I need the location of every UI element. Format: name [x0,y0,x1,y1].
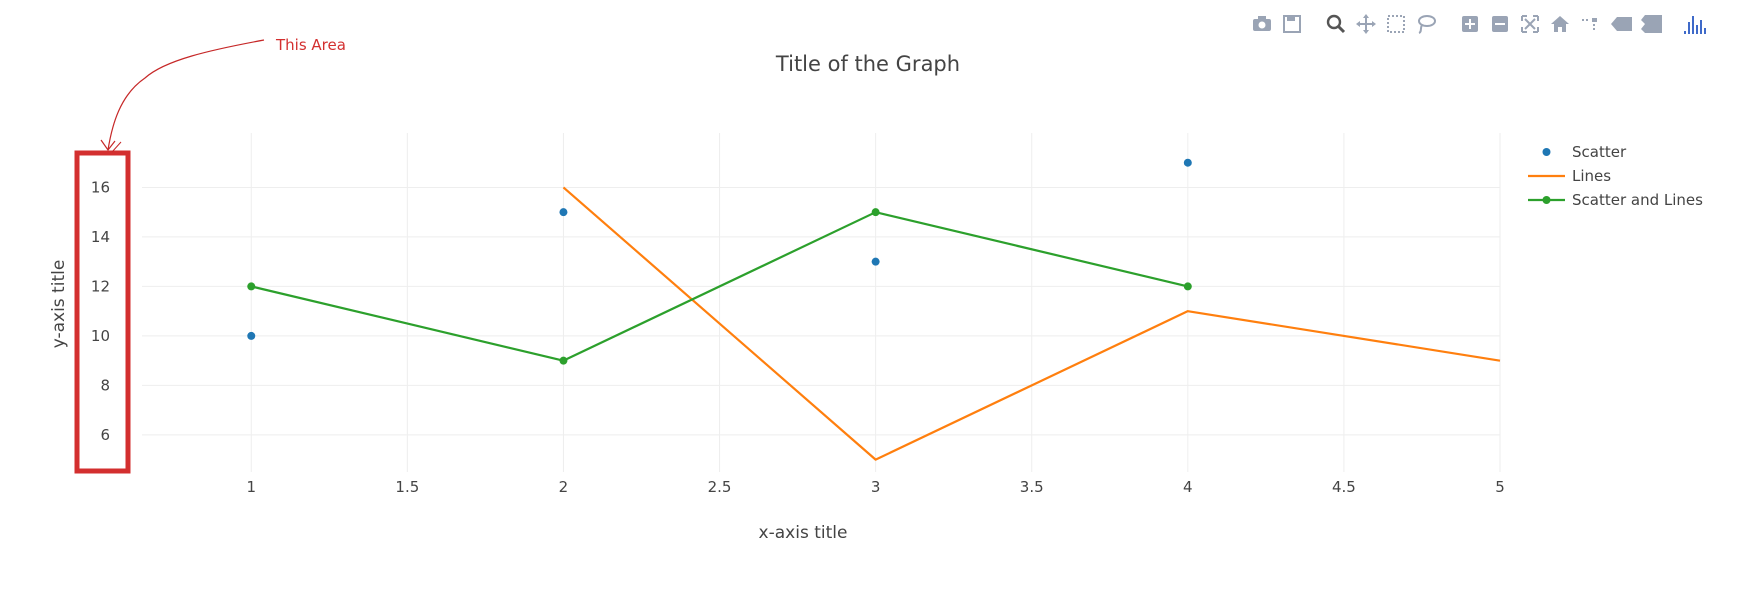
legend-item[interactable]: Lines [1528,167,1611,185]
zoom-in-icon[interactable] [1458,12,1482,36]
y-tick-label: 8 [100,376,110,394]
legend-item[interactable]: Scatter [1542,143,1627,161]
series-lines [562,186,1501,461]
x-tick-label: 1.5 [395,478,419,496]
x-axis-title: x-axis title [759,523,848,543]
annotation-tick [111,141,122,153]
plot-area [247,158,1501,461]
y-tick-label: 16 [91,178,110,196]
y-axis-ticks: 6 8 10 12 14 16 [91,178,110,443]
x-tick-label: 4.5 [1332,478,1356,496]
x-tick-label: 3.5 [1020,478,1044,496]
y-tick-label: 6 [100,426,110,444]
zoom-icon[interactable] [1324,12,1348,36]
legend-label: Lines [1572,167,1611,185]
y-axis-title: y-axis title [49,260,69,349]
x-tick-label: 4 [1183,478,1193,496]
legend-item[interactable]: Scatter and Lines [1528,191,1703,209]
plotly-logo-icon[interactable] [1682,12,1706,36]
grid-lines [142,133,1501,472]
y-tick-label: 10 [91,327,110,345]
data-point[interactable] [1183,282,1192,291]
autoscale-icon[interactable] [1518,12,1542,36]
x-tick-label: 1 [246,478,256,496]
data-point[interactable] [871,257,880,266]
legend: Scatter Lines Scatter and Lines [1528,143,1703,209]
x-axis-ticks: 1 1.5 2 2.5 3 3.5 4 4.5 5 [246,478,1504,496]
save-icon[interactable] [1280,12,1304,36]
series-scatter [247,158,1192,340]
data-point[interactable] [1183,158,1192,167]
home-icon[interactable] [1548,12,1572,36]
pan-icon[interactable] [1354,12,1378,36]
x-tick-label: 3 [871,478,881,496]
data-point[interactable] [247,282,256,291]
series-line [251,211,1189,362]
hover-compare-icon[interactable] [1638,12,1662,36]
legend-label: Scatter [1572,143,1627,161]
y-tick-label: 12 [91,277,110,295]
data-point[interactable] [559,356,568,365]
highlight-box [74,150,131,474]
y-tick-label: 14 [91,228,110,246]
annotation-arrowhead [100,139,116,152]
modebar [1250,12,1712,36]
chart-title: Title of the Graph [775,52,960,76]
camera-icon[interactable] [1250,12,1274,36]
legend-marker-swatch [1542,148,1551,156]
legend-marker-swatch [1542,196,1551,204]
box-select-icon[interactable] [1384,12,1408,36]
zoom-out-icon[interactable] [1488,12,1512,36]
series-line [562,186,1501,461]
data-point[interactable] [559,208,568,217]
annotation-label: This Area [275,36,346,54]
x-tick-label: 2 [559,478,569,496]
data-point[interactable] [247,331,256,340]
x-tick-label: 2.5 [708,478,732,496]
hover-closest-icon[interactable] [1608,12,1632,36]
data-point[interactable] [871,208,880,217]
annotation-arrow [107,39,265,151]
lasso-icon[interactable] [1414,12,1438,36]
series-scatter-and-lines [247,208,1192,365]
spike-lines-icon[interactable] [1578,12,1602,36]
legend-label: Scatter and Lines [1572,191,1703,209]
x-tick-label: 5 [1495,478,1505,496]
